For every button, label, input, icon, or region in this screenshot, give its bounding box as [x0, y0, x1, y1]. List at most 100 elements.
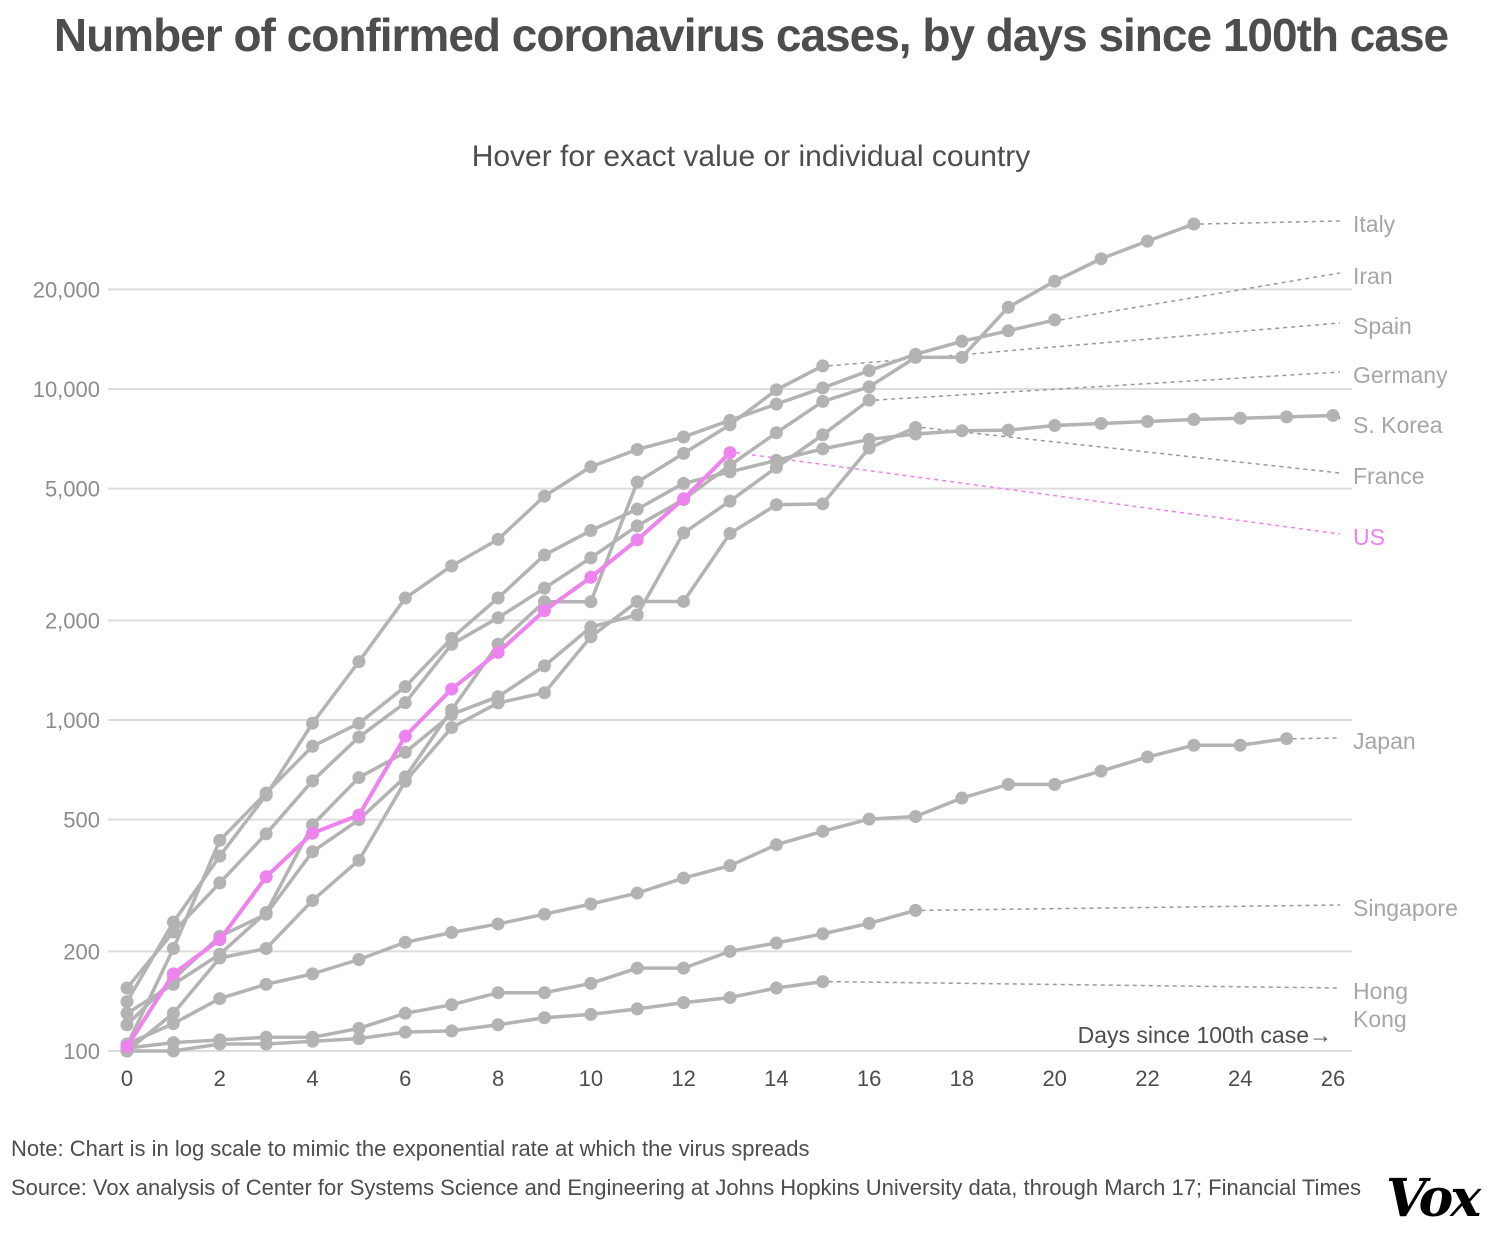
data-point[interactable]	[259, 906, 273, 920]
data-point[interactable]	[1048, 419, 1062, 433]
data-point[interactable]	[769, 936, 783, 950]
data-point[interactable]	[213, 992, 227, 1006]
data-point[interactable]	[306, 739, 320, 753]
data-point[interactable]	[630, 519, 644, 533]
data-point[interactable]	[630, 961, 644, 975]
data-point[interactable]	[537, 686, 551, 700]
data-point[interactable]	[769, 397, 783, 411]
data-point[interactable]	[1140, 750, 1154, 764]
data-point[interactable]	[352, 1021, 366, 1035]
data-point[interactable]	[677, 871, 691, 885]
data-point[interactable]	[537, 489, 551, 503]
data-point[interactable]	[862, 380, 876, 394]
data-point[interactable]	[584, 551, 598, 565]
data-point[interactable]	[166, 1017, 180, 1031]
data-point[interactable]	[213, 849, 227, 863]
data-point[interactable]	[862, 916, 876, 930]
data-point[interactable]	[537, 604, 551, 618]
data-point[interactable]	[259, 977, 273, 991]
data-point[interactable]	[306, 893, 320, 907]
data-point[interactable]	[398, 1025, 412, 1039]
data-point[interactable]	[862, 812, 876, 826]
data-point[interactable]	[584, 630, 598, 644]
data-point[interactable]	[491, 1018, 505, 1032]
data-point[interactable]	[1187, 413, 1201, 427]
data-point[interactable]	[352, 1032, 366, 1046]
data-point[interactable]	[259, 942, 273, 956]
data-point[interactable]	[816, 442, 830, 456]
data-point[interactable]	[1001, 324, 1015, 338]
data-point[interactable]	[816, 975, 830, 989]
data-point[interactable]	[537, 907, 551, 921]
data-point[interactable]	[630, 886, 644, 900]
data-point[interactable]	[816, 359, 830, 373]
data-point[interactable]	[955, 424, 969, 438]
data-point[interactable]	[166, 1006, 180, 1020]
data-point[interactable]	[677, 996, 691, 1010]
series-japan[interactable]	[120, 732, 1294, 1051]
data-point[interactable]	[630, 1002, 644, 1016]
data-point[interactable]	[769, 981, 783, 995]
data-point[interactable]	[537, 986, 551, 1000]
data-point[interactable]	[445, 721, 459, 735]
series-us[interactable]	[120, 446, 737, 1054]
data-point[interactable]	[630, 442, 644, 456]
data-point[interactable]	[584, 570, 598, 584]
data-point[interactable]	[584, 897, 598, 911]
data-point[interactable]	[584, 976, 598, 990]
data-point[interactable]	[723, 944, 737, 958]
series-line[interactable]	[125, 451, 732, 1048]
data-point[interactable]	[491, 532, 505, 546]
data-point[interactable]	[352, 730, 366, 744]
data-point[interactable]	[120, 1040, 134, 1054]
data-point[interactable]	[723, 526, 737, 540]
data-point[interactable]	[1048, 274, 1062, 288]
data-point[interactable]	[213, 933, 227, 947]
series-italy[interactable]	[120, 217, 1201, 995]
data-point[interactable]	[955, 350, 969, 364]
data-point[interactable]	[769, 453, 783, 467]
data-point[interactable]	[1280, 732, 1294, 746]
data-point[interactable]	[491, 645, 505, 659]
data-point[interactable]	[1001, 423, 1015, 437]
data-point[interactable]	[398, 696, 412, 710]
data-point[interactable]	[1140, 234, 1154, 248]
data-point[interactable]	[955, 791, 969, 805]
data-point[interactable]	[723, 859, 737, 873]
series-line[interactable]	[125, 222, 1195, 990]
data-point[interactable]	[398, 591, 412, 605]
data-point[interactable]	[398, 774, 412, 788]
data-point[interactable]	[306, 967, 320, 981]
data-point[interactable]	[120, 995, 134, 1009]
data-point[interactable]	[677, 430, 691, 444]
data-point[interactable]	[1280, 410, 1294, 424]
data-point[interactable]	[584, 620, 598, 634]
data-point[interactable]	[909, 347, 923, 361]
series-france[interactable]	[120, 420, 923, 1058]
series-line[interactable]	[127, 979, 824, 1053]
data-point[interactable]	[491, 986, 505, 1000]
data-point[interactable]	[352, 808, 366, 822]
data-point[interactable]	[909, 420, 923, 434]
data-point[interactable]	[352, 771, 366, 785]
data-point[interactable]	[955, 334, 969, 348]
data-point[interactable]	[352, 853, 366, 867]
data-point[interactable]	[677, 492, 691, 506]
data-point[interactable]	[213, 833, 227, 847]
data-point[interactable]	[862, 441, 876, 455]
data-point[interactable]	[213, 951, 227, 965]
data-point[interactable]	[398, 680, 412, 694]
data-point[interactable]	[723, 465, 737, 479]
data-point[interactable]	[166, 967, 180, 981]
data-point[interactable]	[537, 659, 551, 673]
data-point[interactable]	[630, 608, 644, 622]
data-point[interactable]	[306, 845, 320, 859]
data-point[interactable]	[1326, 408, 1340, 422]
data-point[interactable]	[491, 696, 505, 710]
data-point[interactable]	[816, 497, 830, 511]
data-point[interactable]	[769, 383, 783, 397]
data-point[interactable]	[120, 981, 134, 995]
data-point[interactable]	[816, 927, 830, 941]
data-point[interactable]	[816, 394, 830, 408]
data-point[interactable]	[259, 1037, 273, 1051]
